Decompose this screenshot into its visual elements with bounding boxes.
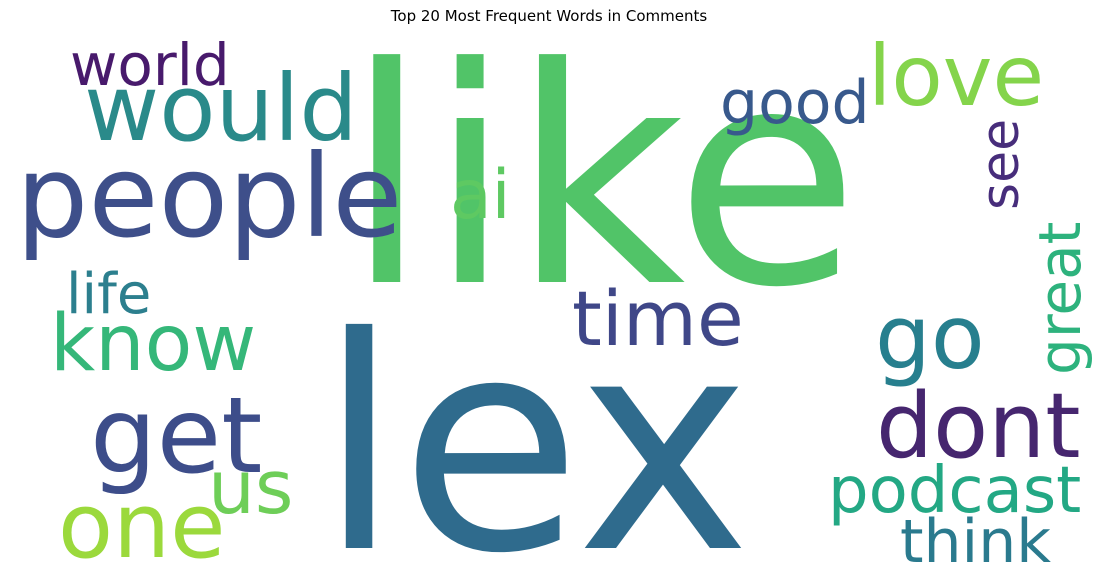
- word-love: love: [868, 27, 1044, 125]
- word-go: go: [875, 286, 985, 389]
- word-great: great: [1026, 222, 1094, 375]
- word-one: one: [58, 474, 225, 579]
- word-good: good: [720, 68, 870, 138]
- word-lex: lex: [318, 274, 751, 579]
- word-see: see: [971, 119, 1031, 210]
- chart-title: Top 20 Most Frequent Words in Comments: [390, 7, 708, 25]
- word-think: think: [900, 507, 1051, 577]
- word-would: would: [84, 55, 358, 162]
- word-know: know: [50, 299, 256, 389]
- word-people: people: [16, 130, 402, 263]
- word-podcast: podcast: [828, 454, 1081, 528]
- word-ai: ai: [450, 156, 511, 235]
- word-like: like: [345, 4, 859, 353]
- word-dont: dont: [876, 374, 1081, 479]
- word-time: time: [572, 274, 744, 363]
- word-life: life: [66, 262, 151, 327]
- word-world: world: [70, 31, 230, 99]
- word-get: get: [90, 375, 262, 497]
- word-us: us: [208, 445, 293, 531]
